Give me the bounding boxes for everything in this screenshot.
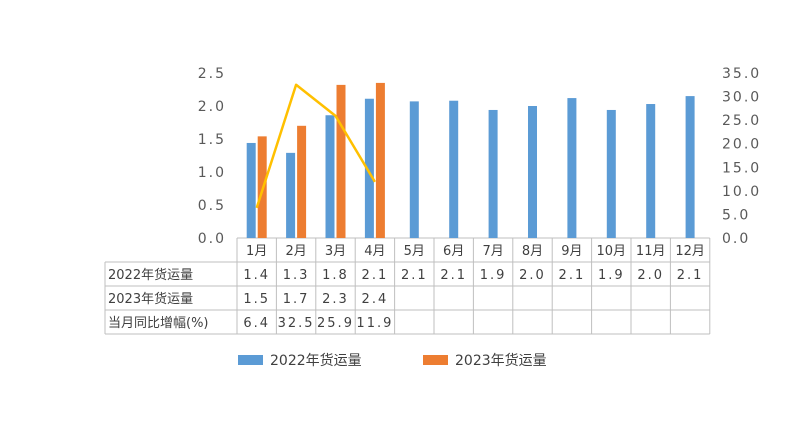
- table-cell-value: 1.8: [322, 268, 349, 283]
- table-cell-value: 6.4: [243, 316, 270, 331]
- table-cell-value: 11.9: [356, 316, 393, 331]
- table-cell-value: 1.5: [243, 292, 270, 307]
- left-axis-tick: 0.5: [198, 198, 226, 214]
- left-axis: 0.0 0.5 1.0 1.5 2.0 2.5: [198, 66, 226, 247]
- bar-2022: [646, 104, 656, 239]
- legend-label: 2023年货运量: [455, 352, 547, 369]
- right-axis-tick: 5.0: [722, 207, 750, 223]
- right-axis: 0.0 5.0 10.0 15.0 20.0 25.0 30.0 35.0: [722, 66, 761, 247]
- right-axis-tick: 10.0: [722, 184, 761, 200]
- table-cell-value: 25.9: [317, 316, 354, 331]
- bar-2023: [375, 82, 385, 239]
- category-label: 3月: [325, 244, 346, 259]
- bar-2022: [364, 98, 374, 239]
- table-cell-value: 2.1: [362, 268, 389, 283]
- category-label: 4月: [364, 244, 385, 259]
- right-axis-tick: 20.0: [722, 137, 761, 153]
- table-cell-value: 2.4: [362, 292, 389, 307]
- table-cell-value: 1.4: [243, 268, 270, 283]
- table-cell-value: 2.1: [440, 268, 467, 283]
- category-label: 12月: [675, 244, 705, 259]
- growth-line: [255, 83, 376, 209]
- category-label: 5月: [404, 244, 425, 259]
- right-axis-tick: 30.0: [722, 90, 761, 106]
- table-cell-value: 2.0: [637, 268, 664, 283]
- right-axis-tick: 0.0: [722, 231, 750, 247]
- left-axis-tick: 2.0: [198, 99, 226, 115]
- bar-2022: [567, 98, 577, 238]
- table-cell-value: 1.3: [283, 268, 310, 283]
- right-axis-tick: 35.0: [722, 66, 761, 82]
- category-label: 1月: [246, 244, 267, 259]
- bar-2022: [449, 100, 459, 238]
- category-label: 10月: [597, 244, 627, 259]
- table-cell-value: 2.1: [401, 268, 428, 283]
- category-label: 8月: [522, 244, 543, 259]
- table-cell-value: 2.0: [519, 268, 546, 283]
- bar-2022: [246, 142, 256, 238]
- table-cell-value: 2.1: [677, 268, 704, 283]
- bar-2022: [606, 109, 616, 239]
- growth-rate-line: [255, 83, 376, 209]
- right-axis-tick: 25.0: [722, 113, 761, 129]
- bars: [246, 82, 695, 239]
- table-series-label: 当月同比增幅(%): [108, 316, 209, 331]
- left-axis-tick: 0.0: [198, 231, 226, 247]
- legend-swatch: [238, 355, 263, 365]
- table-cell-value: 32.5: [278, 316, 315, 331]
- category-label: 11月: [636, 244, 666, 259]
- bar-2022: [325, 115, 335, 238]
- table-series-label: 2022年货运量: [108, 267, 193, 283]
- category-label: 2月: [285, 244, 306, 259]
- bar-2022: [685, 96, 695, 238]
- left-axis-tick: 1.5: [198, 132, 226, 148]
- table-series-label: 2023年货运量: [108, 291, 193, 307]
- legend-label: 2022年货运量: [270, 352, 362, 369]
- table-cell-value: 1.9: [480, 268, 507, 283]
- right-axis-tick: 15.0: [722, 160, 761, 176]
- bar-2022: [409, 101, 419, 238]
- bar-2022: [488, 109, 498, 239]
- table-cell-value: 2.3: [322, 292, 349, 307]
- category-label: 7月: [482, 244, 503, 259]
- legend: 2022年货运量 2023年货运量: [238, 352, 547, 369]
- table-cell-value: 2.1: [559, 268, 586, 283]
- category-label: 9月: [561, 244, 582, 259]
- bar-2022: [528, 106, 537, 238]
- left-axis-tick: 1.0: [198, 165, 226, 181]
- category-label: 6月: [443, 244, 464, 259]
- data-table: 1月 2月 3月 4月 5月 6月 7月 8月 9月 10月 11月 12月 2022年货运量 1.4 1.…: [104, 237, 711, 335]
- table-cell-value: 1.9: [598, 268, 625, 283]
- legend-swatch: [423, 355, 448, 365]
- table-cell-value: 1.7: [283, 292, 310, 307]
- left-axis-tick: 2.5: [198, 66, 226, 82]
- bar-2022: [286, 152, 296, 238]
- bar-2023: [297, 125, 307, 238]
- bar-2023: [336, 84, 346, 238]
